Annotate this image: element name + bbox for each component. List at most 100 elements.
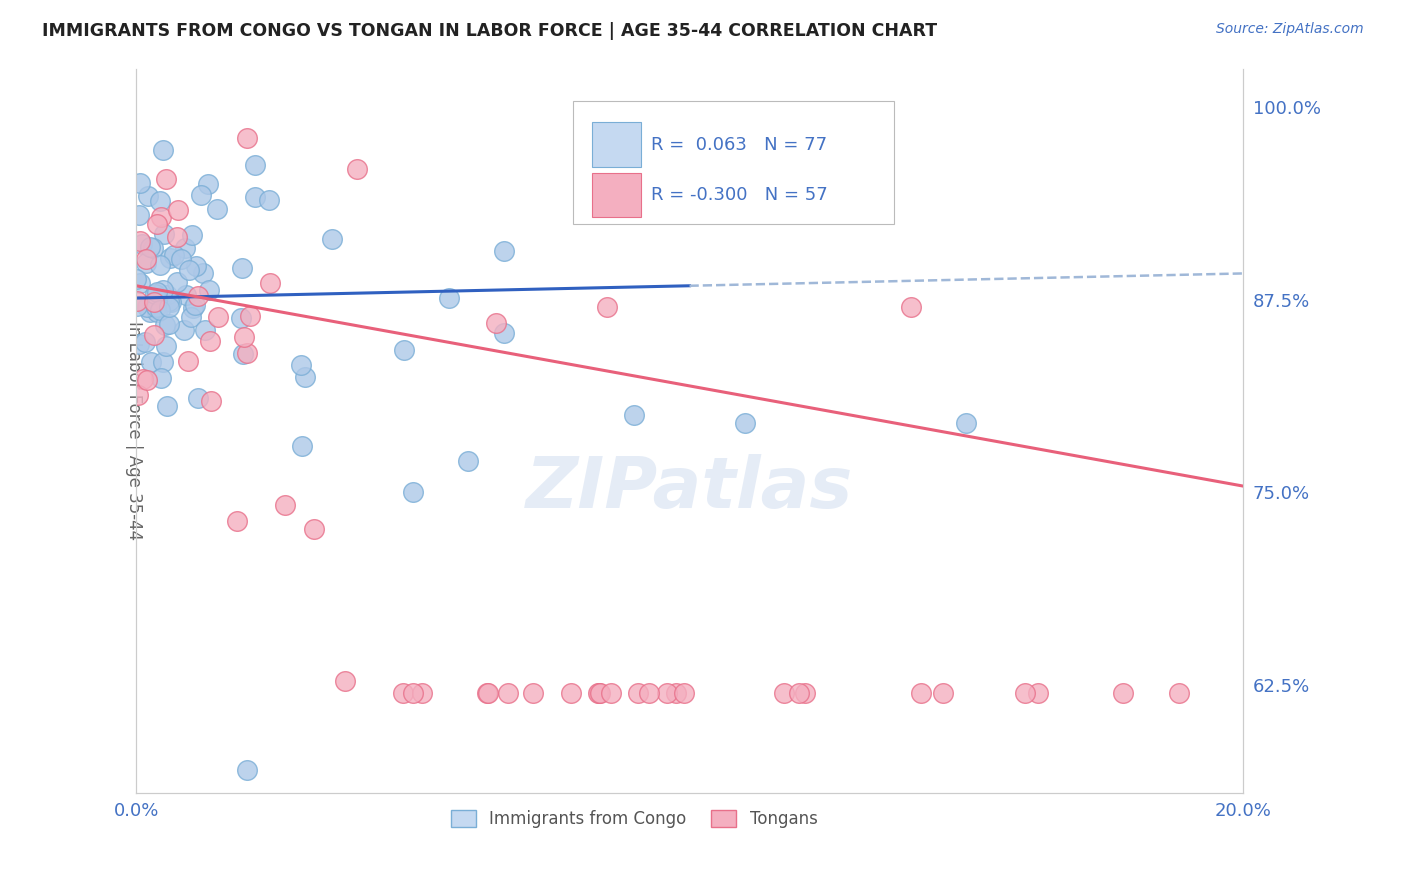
- Point: [150, 290, 173, 304]
- Point: [153, 227, 176, 241]
- Point: [560, 685, 582, 699]
- Point: [1112, 685, 1135, 699]
- Point: [166, 275, 188, 289]
- Point: [291, 439, 314, 453]
- Point: [198, 283, 221, 297]
- Point: [149, 371, 172, 385]
- Point: [1167, 685, 1189, 699]
- Point: [588, 685, 610, 699]
- Point: [142, 328, 165, 343]
- Point: [125, 272, 148, 286]
- Point: [183, 298, 205, 312]
- Point: [153, 318, 176, 333]
- Point: [657, 685, 679, 699]
- Point: [229, 310, 252, 325]
- Point: [522, 685, 544, 699]
- Point: [139, 304, 162, 318]
- Point: [588, 685, 610, 699]
- Point: [257, 193, 280, 207]
- Point: [494, 326, 516, 340]
- Point: [134, 335, 156, 350]
- Point: [145, 285, 167, 300]
- Point: [910, 685, 932, 699]
- Point: [145, 301, 167, 315]
- Point: [149, 194, 172, 208]
- Point: [174, 242, 197, 256]
- Point: [152, 143, 174, 157]
- Point: [477, 685, 499, 699]
- Point: [152, 354, 174, 368]
- Point: [290, 358, 312, 372]
- Point: [236, 346, 259, 360]
- Point: [207, 310, 229, 324]
- Text: R = -0.300   N = 57: R = -0.300 N = 57: [651, 186, 828, 204]
- Point: [900, 301, 922, 315]
- Point: [259, 277, 281, 291]
- Point: [149, 302, 172, 317]
- Point: [236, 131, 259, 145]
- Text: R =  0.063   N = 77: R = 0.063 N = 77: [651, 136, 827, 153]
- Point: [139, 240, 162, 254]
- Point: [127, 294, 149, 309]
- Point: [197, 177, 219, 191]
- Point: [190, 187, 212, 202]
- Point: [173, 323, 195, 337]
- Point: [129, 176, 152, 190]
- Point: [157, 293, 180, 308]
- Point: [475, 685, 498, 699]
- Point: [141, 355, 163, 369]
- Point: [135, 301, 157, 315]
- Point: [485, 316, 508, 330]
- Point: [156, 287, 179, 301]
- Point: [157, 300, 180, 314]
- Point: [665, 685, 688, 699]
- Point: [136, 189, 159, 203]
- Point: [672, 685, 695, 699]
- Point: [155, 171, 177, 186]
- Point: [184, 259, 207, 273]
- Y-axis label: In Labor Force | Age 35-44: In Labor Force | Age 35-44: [125, 321, 143, 541]
- Point: [402, 485, 425, 500]
- Point: [302, 522, 325, 536]
- Point: [626, 685, 648, 699]
- Point: [163, 248, 186, 262]
- Point: [127, 388, 149, 402]
- Point: [128, 336, 150, 351]
- Point: [346, 161, 368, 176]
- Point: [787, 685, 810, 699]
- Point: [623, 408, 645, 422]
- Point: [143, 294, 166, 309]
- Point: [142, 241, 165, 255]
- Point: [392, 685, 415, 699]
- Point: [793, 685, 815, 699]
- Point: [394, 343, 416, 357]
- Point: [181, 228, 204, 243]
- Point: [457, 454, 479, 468]
- Point: [333, 674, 356, 689]
- Point: [146, 305, 169, 319]
- Point: [177, 354, 200, 368]
- Point: [131, 236, 153, 251]
- Point: [494, 244, 516, 258]
- Point: [136, 373, 159, 387]
- Point: [135, 256, 157, 270]
- Point: [176, 288, 198, 302]
- Point: [274, 498, 297, 512]
- Point: [734, 416, 756, 430]
- Point: [156, 400, 179, 414]
- Point: [149, 258, 172, 272]
- Point: [198, 334, 221, 349]
- Point: [231, 261, 253, 276]
- Point: [955, 416, 977, 430]
- Point: [129, 234, 152, 248]
- Point: [245, 158, 267, 172]
- Legend: Immigrants from Congo, Tongans: Immigrants from Congo, Tongans: [444, 804, 824, 835]
- Point: [932, 685, 955, 699]
- Point: [149, 210, 172, 224]
- Point: [236, 763, 259, 777]
- Point: [773, 685, 796, 699]
- Point: [127, 299, 149, 313]
- Point: [187, 392, 209, 406]
- Point: [145, 293, 167, 308]
- Point: [157, 317, 180, 331]
